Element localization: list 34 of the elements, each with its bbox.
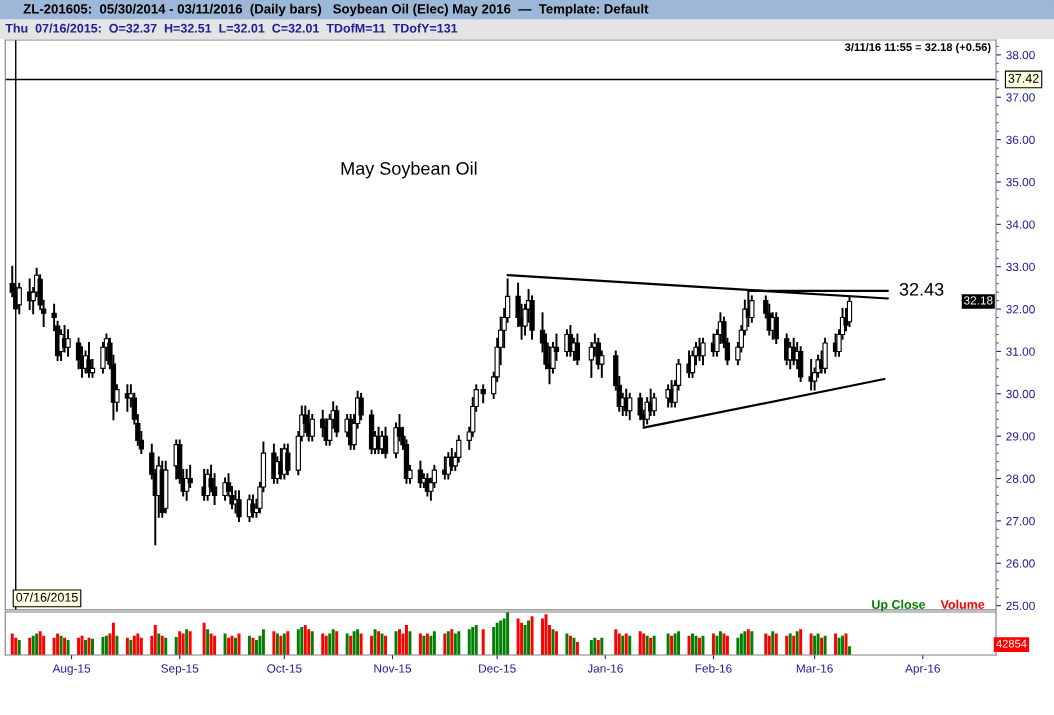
x-tick-label: Feb-16 [695, 663, 732, 673]
text: Volume [940, 599, 985, 609]
y-tick-label: 26.00 [1006, 559, 1035, 568]
annotation: 32.18 [963, 296, 993, 305]
y-tick-label: 31.00 [1006, 347, 1035, 356]
x-tick-label: Mar-16 [796, 664, 833, 673]
text: Up Close [872, 599, 926, 612]
y-tick-label: 29.00 [1006, 432, 1035, 441]
y-tick-label: 33.00 [1006, 262, 1035, 272]
x-tick-label: Sep-15 [161, 664, 199, 675]
x-tick-label: Oct-15 [267, 664, 302, 673]
y-tick-label: 36.00 [1006, 135, 1035, 144]
y-tick-label: 32.00 [1006, 305, 1035, 314]
text: 42854 [996, 639, 1027, 648]
annotation: 32.43 [899, 282, 944, 296]
y-tick-label: 27.00 [1006, 516, 1035, 526]
x-tick-label: Nov-15 [374, 664, 412, 673]
x-tick-label: Dec-15 [479, 664, 516, 673]
chart-subtitle: Thu 07/16/2015: O=32.37 H=32.51 L=32.01 C=32.01 TDofM=11 TDofY=131 [5, 23, 458, 33]
chart-title: ZL-201605: 05/30/2014 - 03/11/2016 (Daily bars) Soybean Oil (Elec) May 2016 — Template: Default [23, 3, 649, 17]
x-tick-label: Jan-16 [587, 664, 623, 673]
y-tick-label: 25.00 [1006, 601, 1035, 611]
y-tick-label: 37.00 [1006, 93, 1035, 102]
annotation: 3/11/16 11:55 = 32.18 (+0.56) [844, 42, 991, 54]
x-tick-label: Apr-16 [905, 664, 940, 675]
y-tick-label: 35.00 [1006, 178, 1035, 187]
ref-line-label: 37.42 [1008, 73, 1039, 83]
ref-line-label: 07/16/2015 [16, 592, 78, 602]
y-tick-label: 30.00 [1006, 389, 1035, 399]
y-tick-label: 34.00 [1006, 220, 1035, 229]
annotation: May Soybean Oil [341, 161, 477, 179]
y-tick-label: 28.00 [1006, 474, 1035, 483]
x-tick-label: Aug-15 [52, 664, 91, 675]
y-tick-label: 38.00 [1006, 50, 1035, 60]
